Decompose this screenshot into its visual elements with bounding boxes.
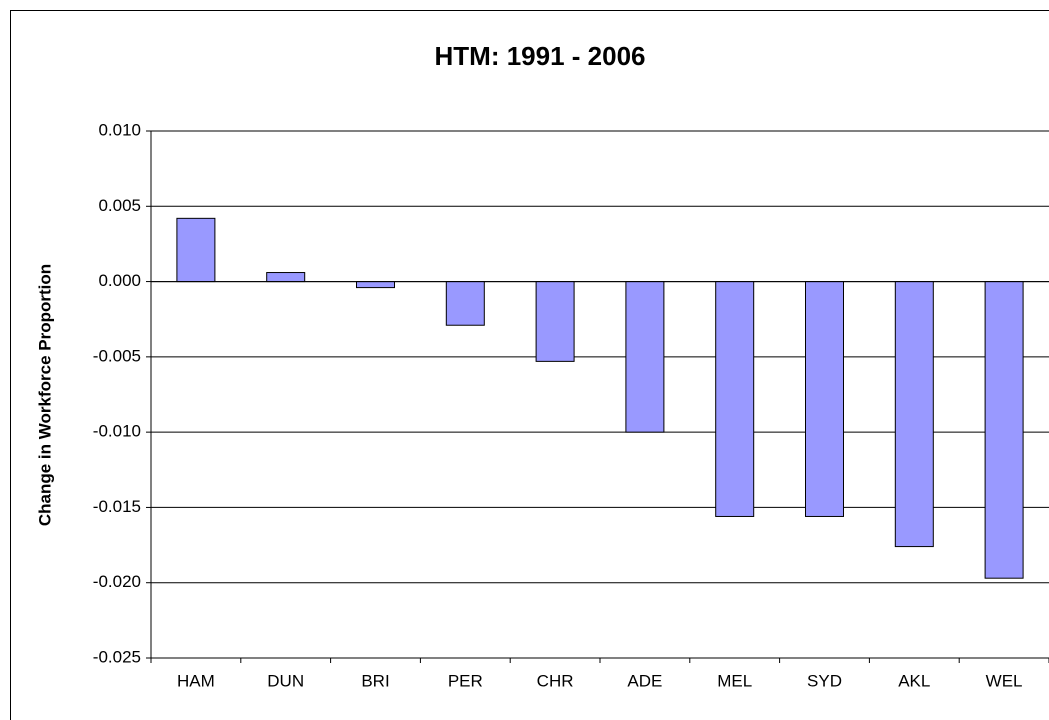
x-tick-label: BRI: [361, 671, 389, 690]
bar: [984, 281, 1024, 579]
x-tick-label: PER: [448, 671, 483, 690]
x-tick-label: HAM: [177, 671, 215, 690]
y-tick-label: 0.005: [98, 196, 141, 215]
chart-border: [10, 10, 1049, 720]
bar: [715, 281, 755, 517]
y-tick-label: -0.010: [93, 422, 141, 441]
chart-title: HTM: 1991 - 2006: [435, 41, 646, 71]
bar: [266, 272, 306, 283]
bar: [445, 281, 485, 326]
x-tick-label: AKL: [898, 671, 930, 690]
y-tick-label: 0.010: [98, 120, 141, 139]
y-tick-label: 0.000: [98, 271, 141, 290]
x-tick-label: MEL: [717, 671, 752, 690]
x-tick-label: DUN: [267, 671, 304, 690]
bar: [625, 281, 665, 433]
bar: [356, 281, 395, 289]
y-tick-label: -0.020: [93, 572, 141, 591]
y-tick-label: -0.015: [93, 497, 141, 516]
x-tick-label: ADE: [627, 671, 662, 690]
y-tick-label: -0.005: [93, 346, 141, 365]
y-axis-label: Change in Workforce Proportion: [35, 264, 54, 526]
bar: [805, 281, 844, 517]
y-tick-label: -0.025: [93, 647, 141, 666]
bar: [535, 281, 575, 362]
bar: [176, 217, 216, 283]
x-tick-label: WEL: [986, 671, 1023, 690]
bar: [894, 281, 934, 548]
x-tick-label: CHR: [537, 671, 574, 690]
x-tick-label: SYD: [807, 671, 842, 690]
